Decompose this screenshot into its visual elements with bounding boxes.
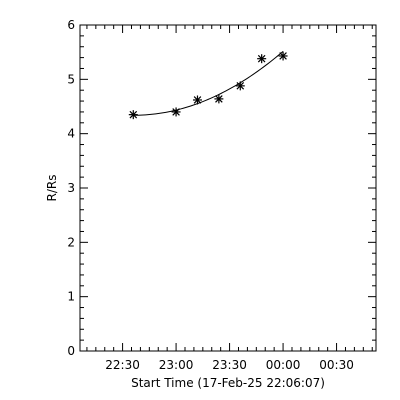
data-points <box>128 51 288 120</box>
y-tick-label: 4 <box>67 127 75 141</box>
data-point <box>214 94 224 104</box>
data-point <box>278 51 288 61</box>
data-point <box>257 54 267 64</box>
y-tick-label: 5 <box>67 72 75 86</box>
x-tick-label: 00:30 <box>319 358 354 372</box>
x-tick-label: 00:00 <box>266 358 301 372</box>
y-tick-label: 1 <box>67 290 75 304</box>
x-tick-label: 22:30 <box>105 358 140 372</box>
x-tick-label: 23:00 <box>159 358 194 372</box>
y-tick-label: 6 <box>67 18 75 32</box>
plot-frame <box>79 24 377 352</box>
x-tick-labels: 22:30 23:00 23:30 00:00 00:30 <box>105 358 354 372</box>
fit-curve <box>133 50 284 116</box>
y-axis-title: R/Rs <box>45 175 59 202</box>
y-tick-label: 3 <box>67 181 75 195</box>
data-point <box>235 81 245 91</box>
data-point <box>171 107 181 117</box>
y-tick-label: 2 <box>67 235 75 249</box>
x-axis-title: Start Time (17-Feb-25 22:06:07) <box>131 376 325 390</box>
axis-ticks <box>80 24 376 352</box>
y-tick-label: 0 <box>67 344 75 358</box>
data-point <box>192 95 202 105</box>
data-point <box>128 110 138 120</box>
y-tick-labels: 0 1 2 3 4 5 6 <box>67 18 75 358</box>
x-tick-label: 23:30 <box>212 358 247 372</box>
